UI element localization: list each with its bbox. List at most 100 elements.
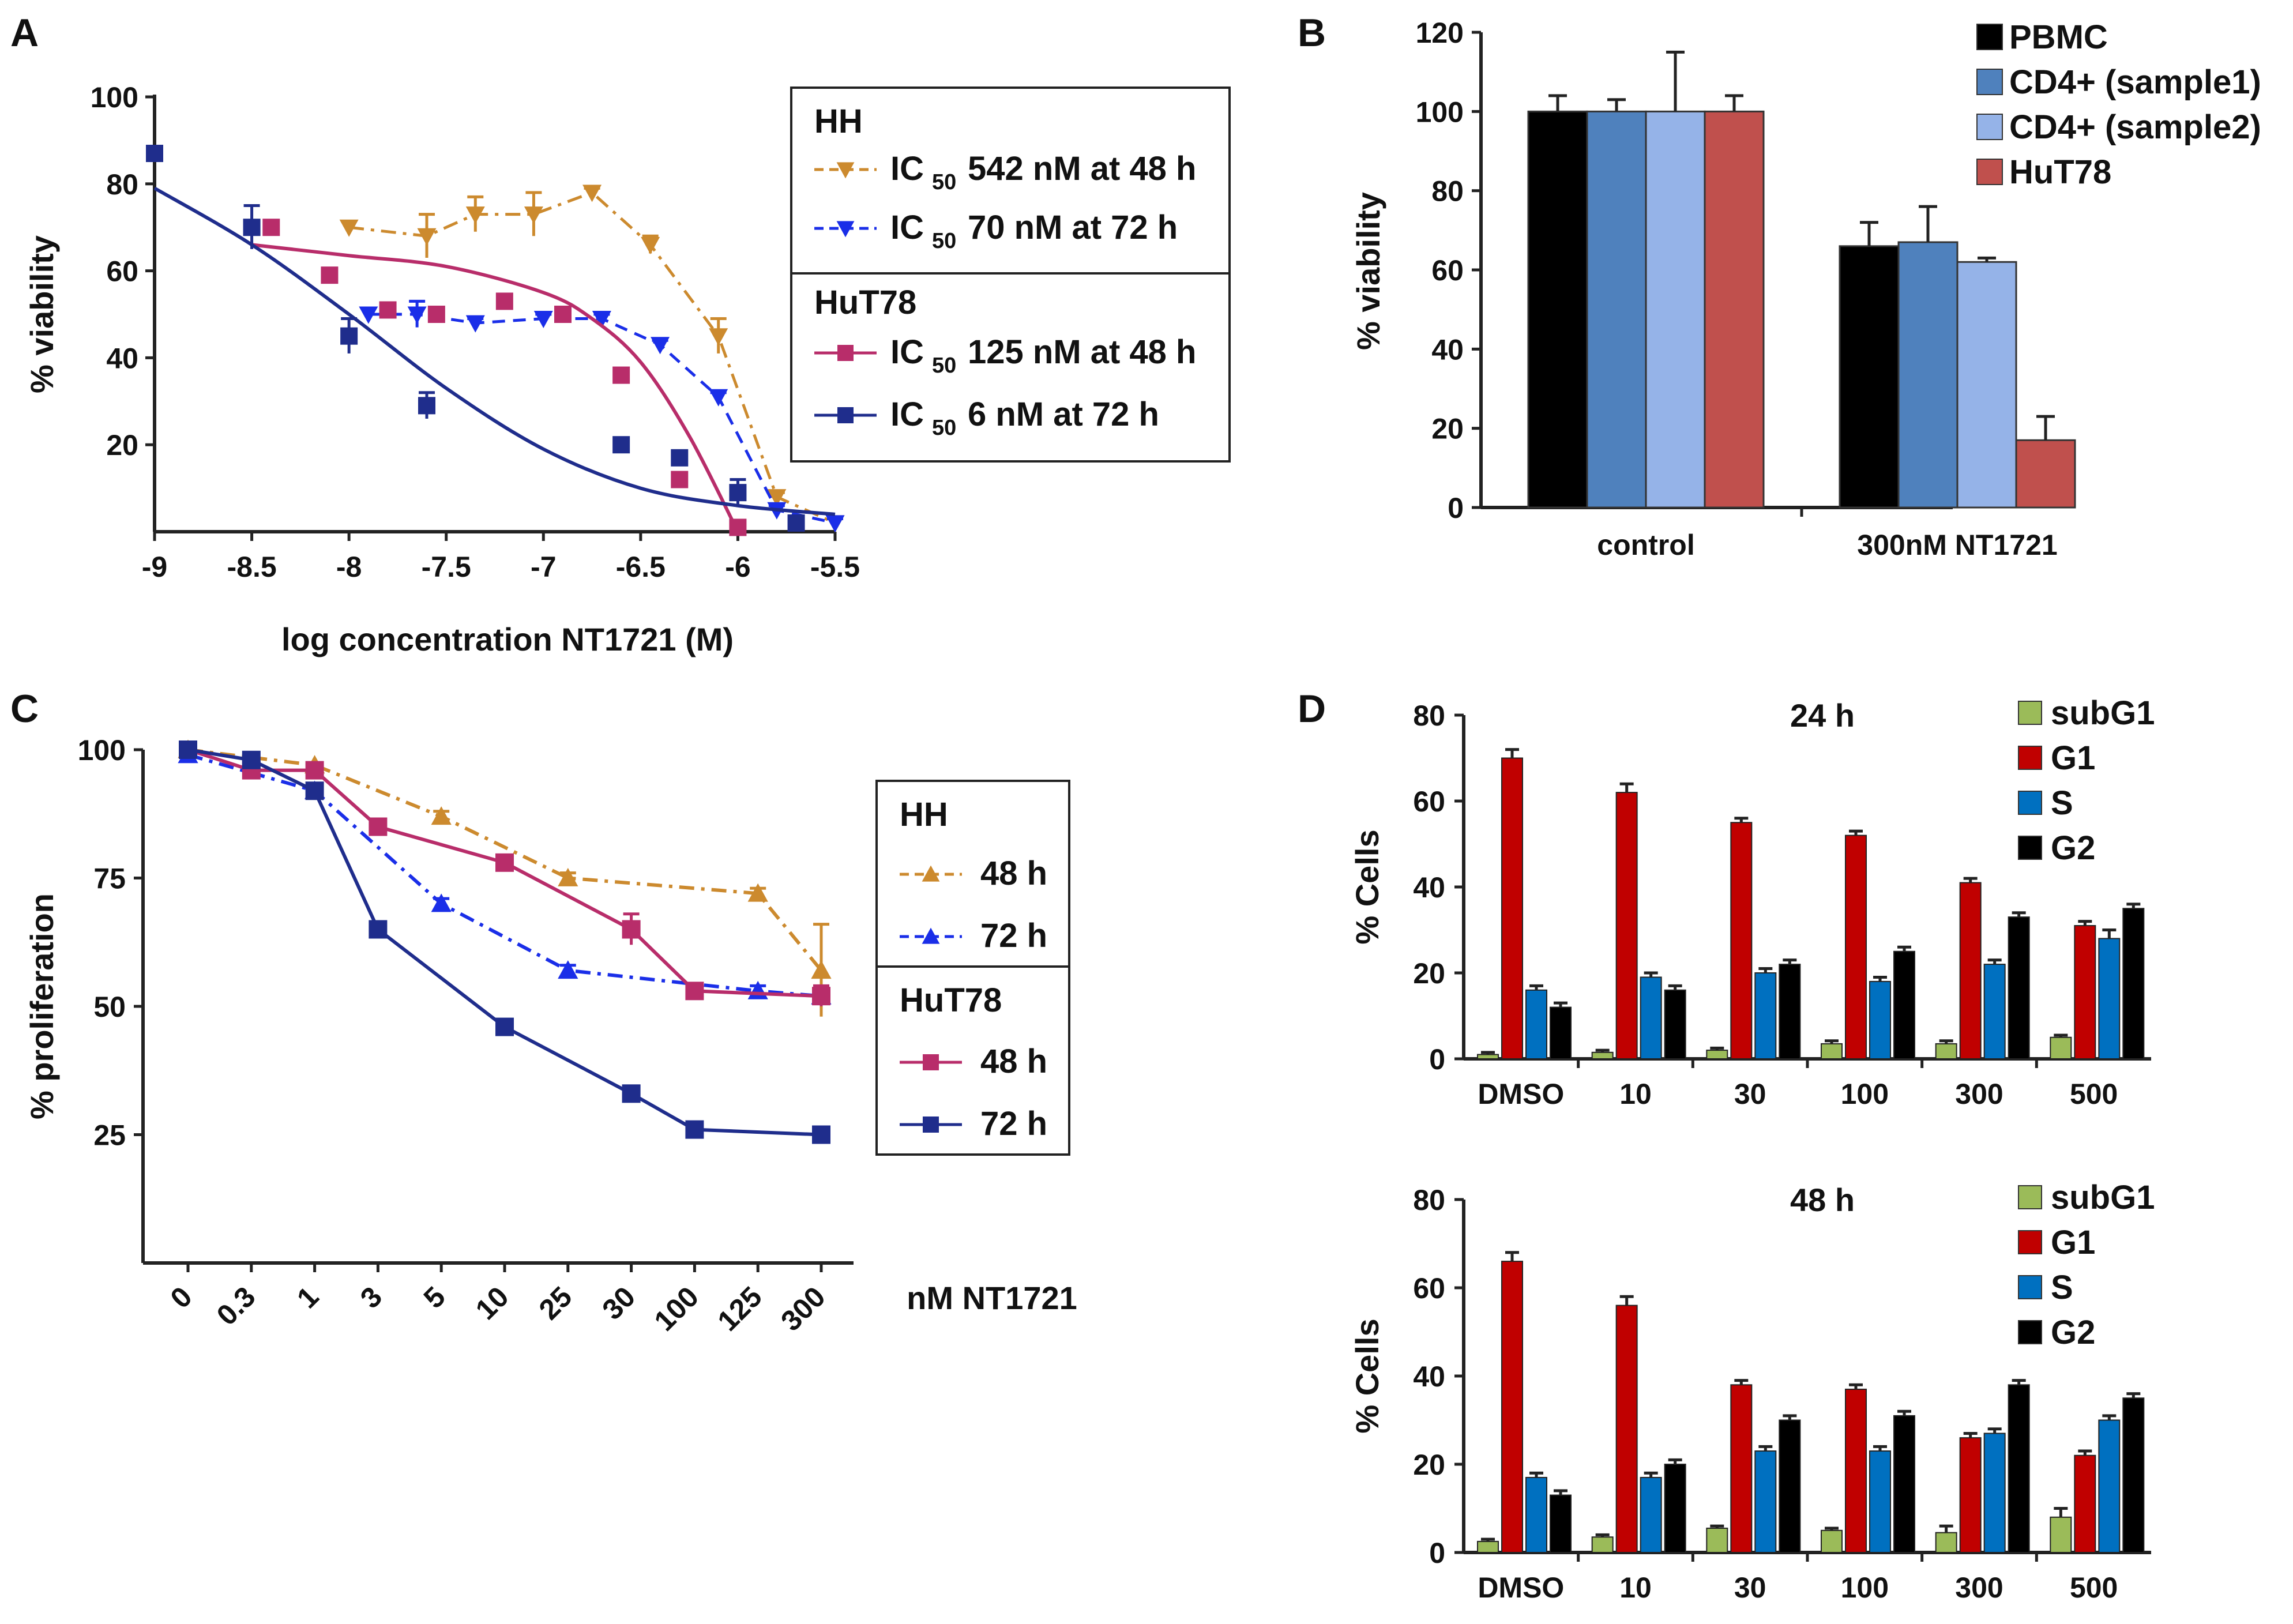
x-tick-label: 25 xyxy=(533,1280,578,1326)
x-tick-label: -6.5 xyxy=(616,551,666,583)
bar xyxy=(1839,245,1900,509)
data-point xyxy=(558,960,578,979)
bar xyxy=(1893,1415,1915,1554)
legend-entry-label: 70 nM at 72 h xyxy=(968,209,1178,246)
legend-swatch xyxy=(2018,791,2042,815)
data-point xyxy=(262,219,280,236)
bar xyxy=(1525,1476,1547,1553)
legend-label: CD4+ (sample1) xyxy=(2009,63,2261,101)
legend-swatch xyxy=(2018,1320,2042,1344)
y-tick-label: 80 xyxy=(1413,700,1445,732)
legend-swatch xyxy=(2018,836,2042,860)
legend-group-title: HuT78 xyxy=(814,284,916,321)
bar xyxy=(1730,822,1753,1059)
bar xyxy=(1591,1536,1614,1554)
x-tick-label: 100 xyxy=(648,1280,705,1337)
panel-label-a: A xyxy=(10,11,39,55)
legend-label: G2 xyxy=(2051,829,2095,867)
data-point xyxy=(729,518,747,536)
legend-label: G2 xyxy=(2051,1314,2095,1351)
data-point xyxy=(612,436,630,454)
bar xyxy=(1869,1450,1891,1554)
legend-entry-label: 125 nM at 48 h xyxy=(968,333,1196,371)
panel-label-c: C xyxy=(10,687,39,731)
bar xyxy=(1550,1006,1572,1059)
legend-group-title: HH xyxy=(814,103,863,140)
data-point xyxy=(321,266,339,284)
data-point xyxy=(612,366,630,384)
legend-marker xyxy=(922,927,940,944)
panel-label-d: D xyxy=(1298,687,1326,731)
y-tick-label: 40 xyxy=(106,342,138,374)
legend-group-title: HH xyxy=(900,796,948,833)
y-axis-label: % proliferation xyxy=(24,893,60,1119)
legend-label: S xyxy=(2051,1269,2073,1306)
legend-marker xyxy=(836,162,855,179)
category-label: 30 xyxy=(1734,1572,1766,1604)
legend-c: HH 48 h 72 h HuT78 48 h 72 h xyxy=(875,780,1070,1156)
category-label: 30 xyxy=(1734,1078,1766,1110)
y-axis-label: % viability xyxy=(1350,192,1386,350)
x-tick-label: -7 xyxy=(531,551,556,583)
data-point xyxy=(592,311,611,329)
y-tick-label: 40 xyxy=(1431,333,1464,366)
legend-ic-subscript: 50 xyxy=(932,354,956,378)
y-tick-label: 100 xyxy=(78,734,126,766)
data-point xyxy=(431,806,452,825)
bar xyxy=(1956,261,2017,509)
data-point xyxy=(305,781,324,800)
y-tick-label: 75 xyxy=(93,863,126,895)
legend-entry-label: 48 h xyxy=(980,855,1047,892)
y-axis-label: % viability xyxy=(24,235,60,393)
legend-marker xyxy=(836,221,855,238)
bar xyxy=(1704,110,1765,509)
legend-label: CD4+ (sample2) xyxy=(2009,108,2261,146)
bar xyxy=(1754,972,1777,1059)
y-tick-label: 20 xyxy=(106,429,138,461)
x-tick-label: 0.3 xyxy=(210,1280,262,1332)
panel-d-cell-cycle-24h: 0 20 40 60 80 % Cells 24 h DMSO 10 30 100 300 500 sub… xyxy=(1349,694,2155,1110)
bar xyxy=(1664,989,1686,1060)
series-hut78-48-h xyxy=(251,219,747,536)
bar xyxy=(1586,110,1647,509)
legend-entry-label: 72 h xyxy=(980,1105,1047,1142)
category-label: 500 xyxy=(2070,1078,2118,1110)
data-point xyxy=(641,236,660,254)
category-label: 300 xyxy=(1955,1078,2003,1110)
data-point xyxy=(146,145,163,163)
legend-swatch xyxy=(2018,701,2042,725)
y-tick-label: 60 xyxy=(1413,1272,1445,1305)
data-point xyxy=(582,185,602,202)
series-line xyxy=(187,753,822,998)
legend-ic-subscript: 50 xyxy=(932,229,956,253)
legend-label: HuT78 xyxy=(2009,153,2111,191)
legend-label: subG1 xyxy=(2051,694,2155,732)
data-point xyxy=(243,219,261,236)
series-hut78-72-h xyxy=(146,145,836,532)
y-tick-label: 40 xyxy=(1413,871,1445,904)
legend-marker xyxy=(923,1116,939,1133)
y-tick-label: 60 xyxy=(106,255,138,288)
y-tick-label: 100 xyxy=(1416,96,1464,128)
data-point xyxy=(418,397,435,415)
panel-label-b: B xyxy=(1298,11,1326,55)
legend-label: G1 xyxy=(2051,739,2095,777)
x-tick-label: -7.5 xyxy=(422,551,471,583)
legend-entry-label: 6 nM at 72 h xyxy=(968,396,1159,433)
bar xyxy=(2008,1384,2030,1554)
data-point xyxy=(495,1017,514,1036)
legend-group-title: HuT78 xyxy=(900,982,1002,1019)
bar xyxy=(2098,938,2121,1060)
chart-title: 48 h xyxy=(1790,1182,1855,1218)
bar xyxy=(1869,980,1891,1060)
data-point xyxy=(787,514,805,532)
bar xyxy=(1893,950,1915,1059)
x-tick-label: 0 xyxy=(164,1280,198,1314)
y-tick-label: 20 xyxy=(1413,957,1445,990)
data-point xyxy=(729,484,747,502)
legend-swatch xyxy=(1976,24,2003,50)
data-point xyxy=(339,219,359,237)
legend-swatch xyxy=(2018,1230,2042,1254)
series-hut78-72-h xyxy=(179,740,830,1144)
x-tick-label: 125 xyxy=(711,1280,768,1337)
